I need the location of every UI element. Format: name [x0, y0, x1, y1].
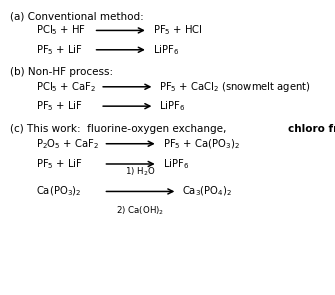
Text: 2) Ca(OH)$_2$: 2) Ca(OH)$_2$: [116, 204, 164, 217]
Text: P$_2$O$_5$ + CaF$_2$: P$_2$O$_5$ + CaF$_2$: [36, 137, 99, 151]
Text: PF$_5$ + LiF: PF$_5$ + LiF: [36, 157, 83, 171]
Text: (b) Non-HF process:: (b) Non-HF process:: [10, 67, 113, 77]
Text: PF$_5$ + LiF: PF$_5$ + LiF: [36, 99, 83, 113]
Text: Ca(PO$_3$)$_2$: Ca(PO$_3$)$_2$: [36, 185, 82, 198]
Text: 1) H$_2$O: 1) H$_2$O: [125, 166, 156, 178]
Text: PF$_5$ + CaCl$_2$ (snowmelt agent): PF$_5$ + CaCl$_2$ (snowmelt agent): [159, 80, 311, 94]
Text: PCl$_5$ + HF: PCl$_5$ + HF: [36, 24, 86, 37]
Text: LiPF$_6$: LiPF$_6$: [159, 99, 186, 113]
Text: PF$_5$ + Ca(PO$_3$)$_2$: PF$_5$ + Ca(PO$_3$)$_2$: [162, 137, 240, 150]
Text: LiPF$_6$: LiPF$_6$: [162, 157, 189, 171]
Text: LiPF$_6$: LiPF$_6$: [153, 43, 179, 57]
Text: (c) This work:  fluorine-oxygen exchange,: (c) This work: fluorine-oxygen exchange,: [10, 124, 229, 134]
Text: PCl$_5$ + CaF$_2$: PCl$_5$ + CaF$_2$: [36, 80, 96, 94]
Text: PF$_5$ + HCl: PF$_5$ + HCl: [153, 24, 203, 37]
Text: PF$_5$ + LiF: PF$_5$ + LiF: [36, 43, 83, 57]
Text: chloro free!: chloro free!: [288, 124, 335, 134]
Text: Ca$_3$(PO$_4$)$_2$: Ca$_3$(PO$_4$)$_2$: [182, 185, 232, 198]
Text: (a) Conventional method:: (a) Conventional method:: [10, 11, 144, 21]
